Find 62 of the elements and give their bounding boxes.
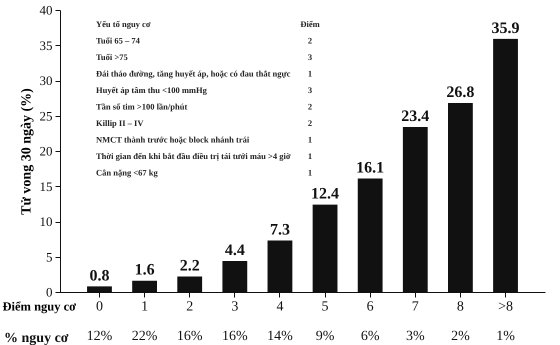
x-tick-label: 6 [366, 300, 374, 314]
annotation: 1 [308, 68, 312, 78]
text: 3% [406, 329, 425, 344]
data-label: 0.8 [89, 267, 110, 284]
annotation: 3 [308, 52, 312, 62]
x-axis-title: Điểm nguy cơ [2, 300, 76, 314]
x-tick-label: 8 [456, 300, 464, 314]
y-tick-label: 10 [40, 214, 52, 229]
x-tick-label: 5 [322, 300, 329, 314]
data-label: 23.4 [401, 108, 430, 126]
annotation: 2 [308, 118, 312, 128]
y-tick-label: 25 [40, 108, 52, 124]
y-tick-label: 30 [40, 73, 52, 88]
x-tick-label: 1 [141, 300, 148, 314]
x-tick-label: 4 [276, 300, 284, 314]
text: 1% [496, 329, 516, 344]
y-tick-label: 0 [46, 284, 52, 300]
annotation: Tuổi >75 [96, 52, 128, 62]
annotation: NMCT thành trước hoặc block nhánh trái [96, 134, 250, 144]
text: 14% [267, 329, 294, 344]
annotation: 3 [308, 85, 312, 95]
annotation: Tần số tim >100 lần/phút [96, 102, 188, 112]
data-label: 35.9 [492, 20, 520, 37]
text: 9% [316, 329, 335, 344]
x-tick-label: 2 [186, 300, 194, 314]
x-tick-label: 3 [231, 300, 238, 314]
data-label: 12.4 [311, 186, 340, 203]
annotation: 1 [308, 168, 312, 178]
y-axis-title: Tử vong 30 ngày (%) [20, 88, 34, 215]
annotation: Đái tháo đường, tăng huyết áp, hoặc có đau thắt ngực [96, 68, 291, 78]
annotation: 1 [308, 151, 312, 161]
text: 16% [176, 329, 203, 344]
y-tick-label: 35 [40, 38, 52, 53]
y-tick-label: 15 [40, 178, 52, 194]
x-tick-label: 0 [96, 300, 103, 314]
annotation: Yếu tố nguy cơ [96, 19, 151, 29]
annotation: Killip II – IV [96, 118, 144, 128]
y-tick-label: 20 [40, 144, 52, 158]
text: 16% [222, 329, 248, 344]
annotation: Tuổi 65 – 74 [96, 36, 141, 46]
y-tick-label: 40 [40, 2, 52, 18]
data-label: 4.4 [224, 242, 245, 259]
annotation: 2 [308, 102, 312, 112]
x-tick-label: 7 [412, 300, 419, 314]
text: 2% [451, 329, 470, 344]
annotation: Huyết áp tâm thu <100 mmHg [96, 85, 208, 95]
annotation: 2 [308, 36, 312, 46]
x-tick-label: >8 [498, 300, 513, 314]
annotation: Điểm [300, 19, 320, 29]
y-tick-label: 5 [46, 249, 52, 264]
data-label: 2.2 [180, 257, 200, 274]
text: 12% [86, 329, 113, 344]
annotation: Cân nặng <67 kg [96, 168, 159, 178]
text: 6% [360, 329, 380, 344]
data-label: 16.1 [356, 159, 384, 176]
data-label: 1.6 [134, 262, 155, 279]
text: 22% [132, 329, 158, 344]
data-label: 26.8 [446, 84, 474, 102]
text: % nguy cơ [4, 331, 69, 345]
annotation: 1 [308, 134, 312, 144]
data-label: 7.3 [270, 222, 290, 239]
annotation: Thời gian đến khi bắt đầu điều trị tái tưới máu >4 giờ [96, 151, 291, 161]
